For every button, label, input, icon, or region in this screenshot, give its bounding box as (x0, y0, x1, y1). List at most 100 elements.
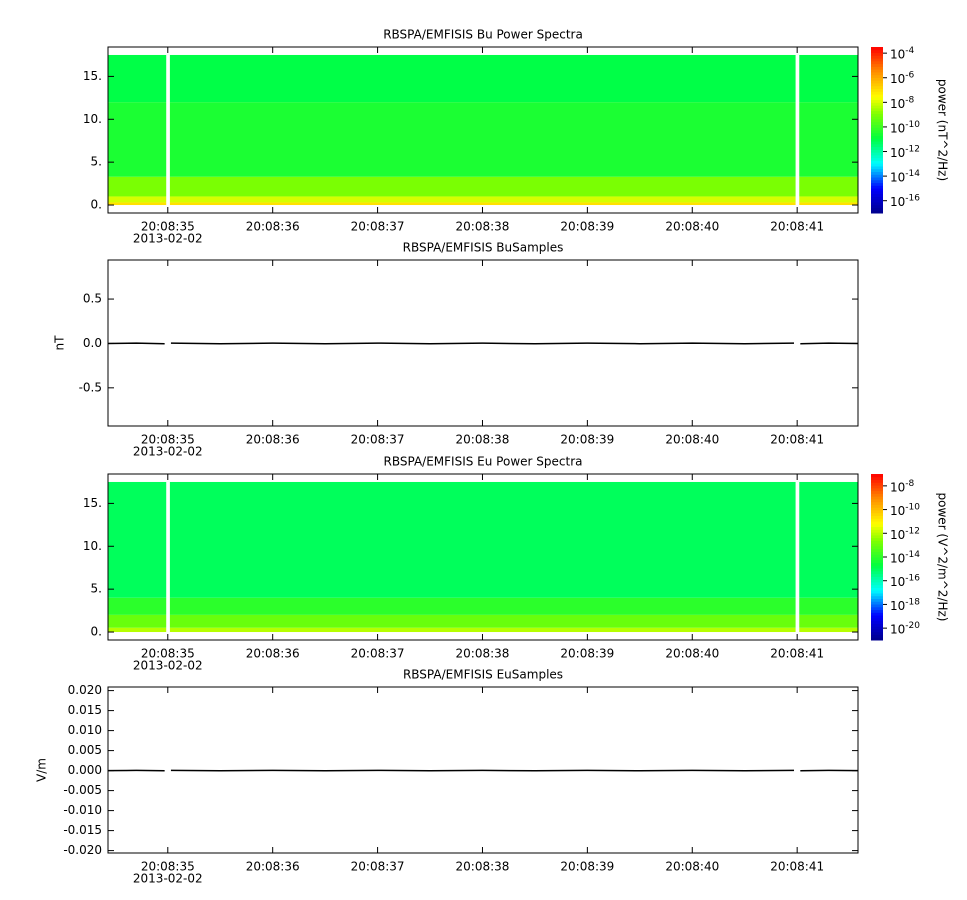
colorbar-segment (871, 160, 883, 164)
x-tick-label: 20:08:40 (665, 433, 719, 447)
colorbar-segment (871, 82, 883, 87)
colorbar-tick-label: 10-10 (890, 119, 920, 135)
colorbar-tick-label: 10-12 (890, 144, 920, 160)
colorbar-segment (871, 485, 883, 489)
spectrogram-band (108, 614, 858, 628)
colorbar-segment (871, 606, 883, 611)
x-tick-label: 20:08:40 (665, 220, 719, 234)
colorbar-segment (871, 146, 883, 150)
data-gap (795, 481, 800, 637)
date-label: 2013-02-02 (133, 445, 203, 459)
x-tick-label: 20:08:35 (141, 647, 195, 661)
x-tick-label: 20:08:40 (665, 860, 719, 874)
colorbar-segment (871, 548, 883, 552)
colorbar-segment (871, 551, 883, 555)
colorbar-segment (871, 88, 883, 92)
y-tick-label: 10. (83, 112, 102, 126)
colorbar-segment (871, 623, 883, 627)
y-tick-label: 0.020 (68, 683, 102, 697)
colorbar-segment (871, 537, 883, 541)
panel-title: RBSPA/EMFISIS BuSamples (403, 241, 564, 255)
colorbar-segment (871, 199, 883, 203)
colorbar-segment (871, 493, 883, 497)
colorbar-segment (871, 626, 883, 630)
x-tick-label: 20:08:39 (560, 647, 614, 661)
colorbar-segment (871, 55, 883, 59)
x-tick-label: 20:08:37 (351, 220, 405, 234)
colorbar-segment (871, 532, 883, 536)
y-tick-label: -0.5 (79, 380, 102, 394)
date-label: 2013-02-02 (133, 232, 203, 246)
colorbar-segment (871, 543, 883, 547)
colorbar-segment (871, 207, 883, 211)
colorbar-segment (871, 174, 883, 178)
colorbar-segment (871, 171, 883, 175)
colorbar-segment (871, 85, 883, 89)
panel-title: RBSPA/EMFISIS Eu Power Spectra (384, 455, 583, 469)
spectrogram-band (108, 196, 858, 203)
colorbar-tick-label: 10-6 (890, 70, 915, 86)
colorbar-segment (871, 479, 883, 483)
data-gap (795, 54, 800, 210)
colorbar-segment (871, 165, 883, 170)
y-tick-label: -0.005 (63, 783, 102, 797)
colorbar-segment (871, 71, 883, 76)
colorbar-segment (871, 501, 883, 505)
x-tick-label: 20:08:36 (246, 647, 300, 661)
spectrogram-band (108, 102, 858, 177)
x-tick-label: 20:08:37 (351, 860, 405, 874)
x-tick-label: 20:08:38 (456, 647, 510, 661)
data-gap (166, 481, 170, 637)
colorbar-segment (871, 141, 883, 145)
colorbar-segment (871, 116, 883, 120)
colorbar-segment (871, 179, 883, 184)
colorbar-tick-label: 10-12 (890, 526, 920, 542)
colorbar-segment (871, 482, 883, 486)
y-tick-label: 0.0 (83, 336, 102, 350)
colorbar-segment (871, 168, 883, 172)
colorbar-segment (871, 515, 883, 519)
panel-title: RBSPA/EMFISIS Bu Power Spectra (383, 28, 583, 42)
colorbar-segment (871, 498, 883, 503)
x-tick-label: 20:08:41 (770, 860, 824, 874)
panel-title: RBSPA/EMFISIS EuSamples (403, 668, 563, 682)
colorbar-segment (871, 518, 883, 522)
x-tick-label: 20:08:41 (770, 220, 824, 234)
plot-frame (107, 686, 859, 854)
colorbar-segment (871, 66, 883, 70)
colorbar-segment (871, 526, 883, 530)
spectrogram-band (108, 202, 858, 206)
y-tick-label: 15. (83, 69, 102, 83)
colorbar-segment (871, 565, 883, 569)
colorbar-segment (871, 595, 883, 599)
colorbar-segment (871, 474, 883, 478)
x-tick-label: 20:08:35 (141, 433, 195, 447)
colorbar-segment (871, 143, 883, 148)
colorbar-segment (871, 554, 883, 558)
colorbar-segment (871, 490, 883, 494)
colorbar-segment (871, 573, 883, 577)
colorbar-segment (871, 102, 883, 106)
x-tick-label: 20:08:35 (141, 220, 195, 234)
colorbar-segment (871, 581, 883, 586)
x-tick-label: 20:08:37 (351, 433, 405, 447)
y-tick-label: 0.015 (68, 703, 102, 717)
spectrogram-band (108, 627, 858, 633)
colorbar-segment (871, 80, 883, 84)
colorbar-segment (871, 620, 883, 624)
colorbar-segment (871, 124, 883, 128)
colorbar-segment (871, 523, 883, 528)
colorbar-segment (871, 74, 883, 78)
colorbar-segment (871, 185, 883, 189)
colorbar-segment (871, 579, 883, 583)
colorbar-segment (871, 631, 883, 635)
colorbar-segment (871, 557, 883, 561)
colorbar-segment (871, 107, 883, 112)
plot-frame (107, 473, 859, 641)
x-tick-label: 20:08:36 (246, 433, 300, 447)
colorbar-tick-label: 10-14 (890, 169, 920, 185)
colorbar-segment (871, 60, 883, 65)
colorbar-segment (871, 204, 883, 208)
y-tick-label: 5. (91, 582, 102, 596)
colorbar-label: power (nT^2/Hz) (936, 79, 950, 181)
